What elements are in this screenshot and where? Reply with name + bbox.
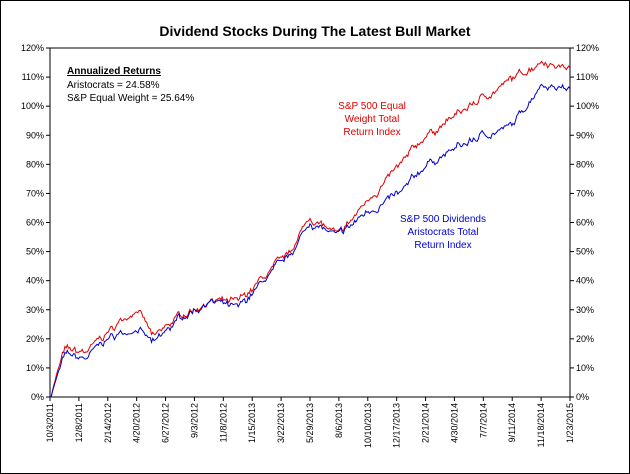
annotation-box: Annualized Returns Aristocrats = 24.58% … [67,66,194,104]
series-label-equal-weight: S&P 500 Equal Weight Total Return Index [338,101,406,138]
y-tick-label-left: 70% [26,188,44,198]
x-tick-label: 12/17/2013 [392,403,402,448]
x-tick-label: 1/15/2013 [247,403,257,443]
y-tick-label-left: 100% [21,101,44,111]
x-tick-label: 12/8/2011 [74,403,84,442]
x-tick-label: 2/14/2012 [103,403,113,443]
x-tick-label: 11/18/2014 [536,403,546,447]
y-tick-label-right: 50% [576,247,594,257]
y-tick-label-right: 90% [576,130,594,140]
y-tick-label-left: 60% [26,218,44,228]
y-tick-label-left: 50% [26,247,44,257]
x-tick-label: 7/7/2014 [478,403,488,438]
y-tick-label-left: 120% [21,43,44,53]
x-tick-label: 11/8/2012 [218,403,228,442]
annotation-aristocrats: Aristocrats = 24.58% [67,80,160,91]
chart-title: Dividend Stocks During The Latest Bull M… [159,23,471,39]
y-tick-label-right: 120% [576,43,599,53]
y-tick-label-right: 60% [576,218,594,228]
plot-area [49,47,571,398]
x-tick-label: 1/23/2015 [565,403,575,443]
y-tick-label-left: 10% [26,363,44,373]
series-line-equal-weight [50,60,571,398]
y-axis-right: 0% 10% 20% 30% 40% 50% 60% 70% 80% 90% 100% 110% 120… [570,43,599,402]
x-tick-label: 6/27/2012 [161,403,171,443]
series-label-aristocrats-line-1: S&P 500 Dividends [400,214,486,225]
x-tick-label: 4/30/2014 [449,403,459,443]
x-tick-label: 9/3/2012 [189,403,199,438]
y-tick-label-right: 70% [576,188,594,198]
y-tick-label-left: 30% [26,305,44,315]
x-tick-label: 9/11/2014 [507,403,517,442]
x-axis: 10/3/2011 12/8/2011 2/14/2012 4/20/2012 6/27… [45,397,575,448]
x-tick-label: 10/10/2013 [363,403,373,448]
x-tick-label: 8/6/2013 [334,403,344,438]
x-tick-label: 3/22/2013 [276,403,286,443]
series-label-aristocrats-line-2: Aristocrats Total [408,227,479,238]
y-tick-label-right: 0% [576,392,589,402]
series-label-equal-weight-line-1: S&P 500 Equal [338,101,406,112]
y-tick-label-right: 30% [576,305,594,315]
x-tick-label: 10/3/2011 [45,403,55,442]
y-tick-label-right: 40% [576,276,594,286]
y-tick-label-left: 20% [26,334,44,344]
x-tick-label: 4/20/2012 [132,403,142,443]
y-tick-label-left: 80% [26,159,44,169]
y-tick-label-left: 110% [22,72,44,82]
series-label-equal-weight-line-3: Return Index [343,127,400,138]
y-tick-label-right: 20% [576,334,594,344]
annotation-equal-weight: S&P Equal Weight = 25.64% [67,93,194,104]
x-tick-label: 2/21/2014 [421,403,431,443]
series-label-aristocrats-line-3: Return Index [414,240,471,251]
annotation-heading: Annualized Returns [67,66,161,77]
y-tick-label-right: 110% [576,72,598,82]
y-tick-label-right: 10% [576,363,594,373]
y-tick-label-left: 90% [26,130,44,140]
y-tick-label-right: 80% [576,159,594,169]
series-label-equal-weight-line-2: Weight Total [345,114,400,125]
series-layer [50,60,571,398]
y-tick-label-right: 100% [576,101,599,111]
y-axis-left: 0% 10% 20% 30% 40% 50% 60% 70% 80% 90% 100% 110% 120… [21,43,50,402]
x-tick-label: 5/29/2013 [305,403,315,443]
series-label-aristocrats: S&P 500 Dividends Aristocrats Total Retu… [400,214,486,251]
y-tick-label-left: 40% [26,276,44,286]
series-line-aristocrats [50,83,571,398]
y-tick-label-left: 0% [31,392,44,402]
